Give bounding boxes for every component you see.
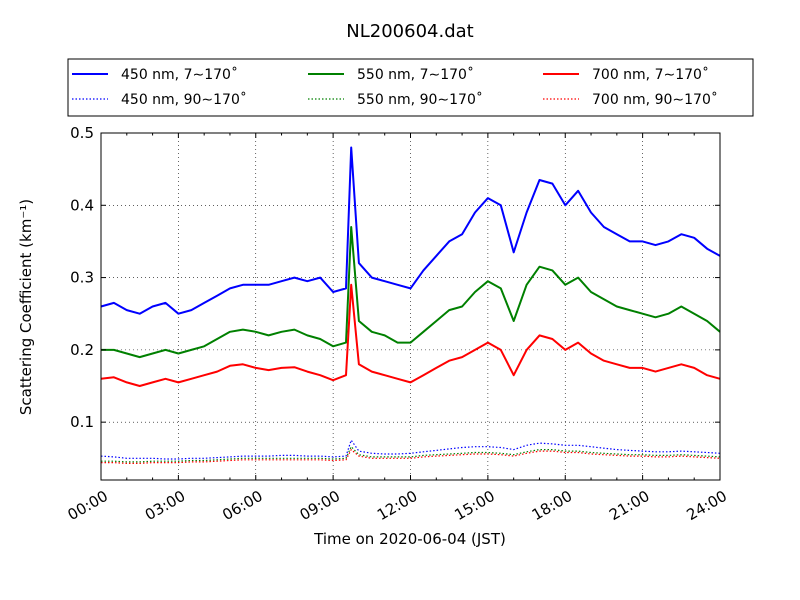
- y-tick-label: 0.3: [70, 269, 94, 287]
- y-tick-label: 0.1: [70, 413, 94, 431]
- series-line-1: [101, 226, 721, 359]
- legend: 450 nm, 7∼170˚ 550 nm, 7∼170˚ 700 nm, 7∼17…: [67, 58, 754, 117]
- x-tick-label: 00:00: [65, 487, 111, 524]
- legend-label: 550 nm, 7∼170˚: [357, 66, 474, 83]
- legend-label: 450 nm, 7∼170˚: [121, 66, 238, 83]
- series-line-0: [100, 146, 721, 315]
- x-tick-label: 09:00: [297, 487, 343, 524]
- series-line-3: [100, 439, 721, 460]
- y-tick-label: 0.5: [70, 124, 94, 142]
- series-lines: [100, 146, 721, 464]
- series-line-4: [101, 446, 721, 463]
- plot-area: 00:00 03:00 06:00 09:00 12:00 15:00 18:00 21:00…: [65, 124, 730, 524]
- x-tick-label: 06:00: [219, 487, 265, 524]
- x-tick-label: 15:00: [451, 487, 497, 524]
- chart-title: NL200604.dat: [346, 21, 473, 42]
- x-tick-label: 12:00: [374, 487, 420, 524]
- y-axis-label: Scattering Coefficient (km⁻¹): [17, 199, 35, 415]
- legend-label: 550 nm, 90∼170˚: [357, 91, 483, 108]
- y-tick-label: 0.4: [70, 196, 94, 214]
- legend-label: 700 nm, 90∼170˚: [592, 91, 718, 108]
- legend-label: 450 nm, 90∼170˚: [121, 91, 247, 108]
- legend-label: 700 nm, 7∼170˚: [592, 66, 709, 83]
- x-axis-label: Time on 2020-06-04 (JST): [313, 530, 506, 548]
- x-tick-label: 24:00: [684, 487, 730, 524]
- x-tick-label: 18:00: [529, 487, 575, 524]
- x-tick-label: 21:00: [606, 487, 652, 524]
- series-line-2: [100, 283, 721, 387]
- y-tick-label: 0.2: [70, 341, 94, 359]
- series-line-5: [101, 449, 721, 464]
- x-tick-label: 03:00: [142, 487, 188, 524]
- legend-frame: [67, 58, 754, 117]
